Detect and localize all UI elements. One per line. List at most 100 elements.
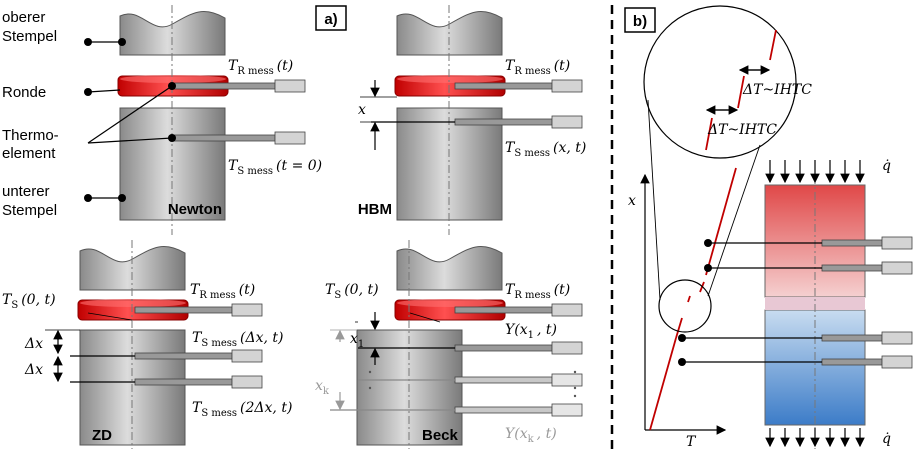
math-term: TS mess(2Δx, t) xyxy=(192,400,292,419)
math-term: Y(xk, t) xyxy=(505,426,557,445)
probe-tip xyxy=(232,304,262,316)
probe-tip xyxy=(552,80,582,92)
probe-tip xyxy=(882,332,912,344)
probe-tip xyxy=(882,262,912,274)
dot xyxy=(678,358,686,366)
dot xyxy=(678,334,686,342)
disc-top xyxy=(80,299,186,307)
probe-rod xyxy=(135,307,232,313)
upper-punch xyxy=(397,246,502,290)
math-term: TR mess(t) xyxy=(505,58,570,77)
label: T xyxy=(686,434,697,449)
dot xyxy=(168,134,176,142)
subscript: R mess xyxy=(514,290,550,301)
label: Thermo- xyxy=(2,127,59,144)
disc-top xyxy=(397,299,503,307)
argument: (t) xyxy=(277,58,294,74)
probe-tip xyxy=(275,132,305,144)
argument: (0, t) xyxy=(21,292,55,308)
probe-rod xyxy=(135,353,232,359)
ellipsis-dot xyxy=(574,371,576,373)
math-term: TR mess(t) xyxy=(228,58,293,77)
subscript: 1 xyxy=(358,339,364,350)
ellipsis-dot xyxy=(369,387,371,389)
subscript: 1 xyxy=(528,330,534,341)
label: b) xyxy=(633,13,647,30)
math-term: Y(x1, t) xyxy=(505,322,557,341)
profile xyxy=(650,338,676,430)
label: oberer xyxy=(2,9,45,26)
subscript: k xyxy=(323,386,330,397)
label: unterer xyxy=(2,183,50,200)
label: q̇ xyxy=(882,158,891,174)
figure: a)TR mess(t)TS mess(t = 0)NewtonobererSt… xyxy=(0,0,915,449)
probe-tip xyxy=(552,374,582,386)
probe-tip xyxy=(232,376,262,388)
label: ΔT~IHTC xyxy=(742,82,812,98)
probe-tip xyxy=(275,80,305,92)
disc-top xyxy=(397,75,503,83)
subscript: S mess xyxy=(201,338,237,349)
subscript: R mess xyxy=(199,290,235,301)
label: HBM xyxy=(358,201,392,218)
subscript: S mess xyxy=(237,166,273,177)
math-term: TS mess(x, t) xyxy=(505,140,586,159)
dot xyxy=(84,38,92,46)
probe-tip xyxy=(552,304,582,316)
argument: (2Δx, t) xyxy=(240,400,292,416)
subscript: S xyxy=(334,290,341,301)
label: x xyxy=(628,193,636,209)
label: a) xyxy=(324,11,337,28)
symbol: Y(x xyxy=(505,322,528,338)
dot xyxy=(704,239,712,247)
probe-rod xyxy=(455,345,552,351)
argument: (x, t) xyxy=(553,140,586,156)
argument: (t) xyxy=(554,58,571,74)
probe-rod xyxy=(822,265,882,271)
probe-rod xyxy=(822,335,882,341)
math-term: TS mess(t = 0) xyxy=(228,158,322,177)
ellipsis-dot xyxy=(369,371,371,373)
subscript: R mess xyxy=(514,66,550,77)
probe-rod xyxy=(172,135,275,141)
probe-tip xyxy=(232,350,262,362)
subscript: S mess xyxy=(201,408,237,419)
probe-rod xyxy=(135,379,232,385)
subscript: R mess xyxy=(237,66,273,77)
label: x xyxy=(358,102,366,118)
math-term: TS mess(Δx, t) xyxy=(192,330,284,349)
probe-rod xyxy=(822,359,882,365)
argument: (t) xyxy=(239,282,256,298)
ellipsis-dot xyxy=(574,395,576,397)
label: Δx xyxy=(24,336,43,352)
label: Ronde xyxy=(2,84,46,101)
subscript: S xyxy=(11,300,18,311)
line xyxy=(88,90,120,92)
probe-rod xyxy=(822,240,882,246)
argument: (Δx, t) xyxy=(240,330,283,346)
math-term: TS(0, t) xyxy=(325,282,379,301)
probe-rod xyxy=(455,307,552,313)
probe-rod xyxy=(172,83,275,89)
subscript: S mess xyxy=(514,148,550,159)
probe-rod xyxy=(455,83,552,89)
label: ZD xyxy=(92,427,112,444)
probe-rod xyxy=(455,377,552,383)
argument: , t) xyxy=(537,426,557,442)
dot xyxy=(118,38,126,46)
math-term: TS(0, t) xyxy=(2,292,56,311)
label: Beck xyxy=(422,427,459,444)
argument: (0, t) xyxy=(344,282,378,298)
probe-tip xyxy=(882,356,912,368)
probe-tip xyxy=(552,116,582,128)
label: Stempel xyxy=(2,28,57,45)
probe-tip xyxy=(552,342,582,354)
argument: , t) xyxy=(537,322,557,338)
dot xyxy=(84,88,92,96)
math-term: xk xyxy=(315,378,330,397)
symbol: x xyxy=(315,378,323,394)
label: element xyxy=(2,145,56,162)
subscript: k xyxy=(528,434,535,445)
dot xyxy=(84,194,92,202)
label: q̇ xyxy=(882,431,891,447)
